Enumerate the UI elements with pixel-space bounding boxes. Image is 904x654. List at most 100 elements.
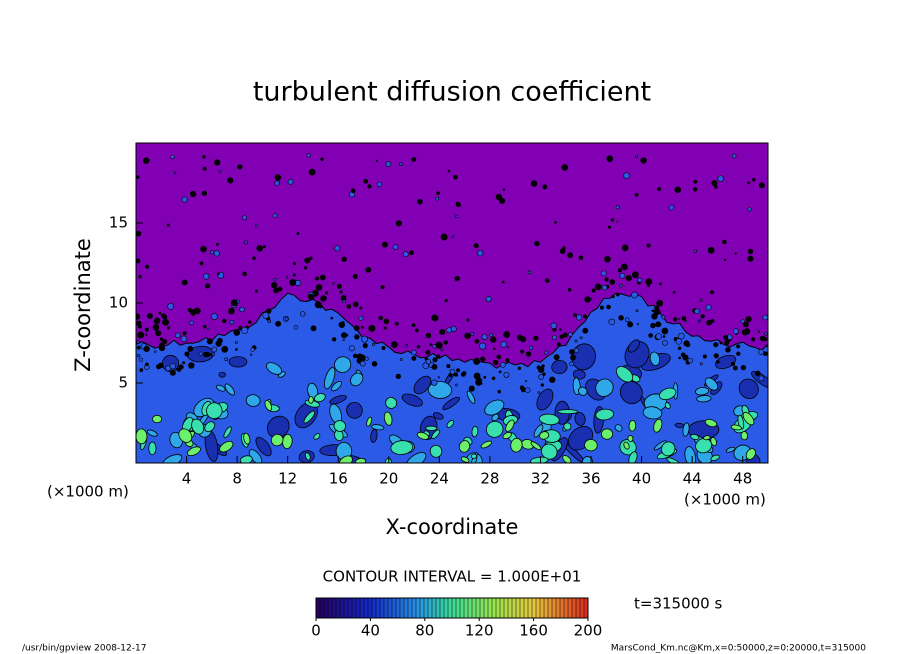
contour-speck: [730, 361, 736, 366]
contour-speck: [551, 335, 557, 340]
contour-speck: [188, 362, 195, 369]
contour-speck: [372, 342, 376, 347]
contour-speck: [624, 317, 630, 323]
contour-speck: [229, 319, 234, 325]
contour-speck: [346, 304, 352, 309]
colorbar-tick-label: 40: [361, 622, 380, 640]
colorbar-cell: [488, 598, 493, 618]
contour-speck: [143, 345, 150, 352]
contour-speck: [184, 351, 190, 357]
field-patch: [346, 401, 363, 419]
field-patch: [178, 428, 193, 443]
contour-speck: [604, 277, 609, 282]
contour-speck: [549, 376, 556, 383]
contour-speck: [189, 309, 196, 316]
contour-speck: [162, 318, 170, 326]
contour-speck: [274, 180, 280, 186]
contour-speck: [159, 337, 164, 342]
contour-speck: [561, 164, 569, 171]
field-patch: [324, 367, 336, 390]
contour-speck: [289, 278, 296, 286]
contour-speck: [235, 348, 238, 351]
field-patch: [308, 396, 314, 404]
contour-speck: [501, 280, 505, 284]
contour-speck: [725, 347, 731, 353]
contour-speck: [678, 356, 681, 360]
field-patch: [442, 396, 460, 410]
contour-speck: [292, 261, 297, 266]
field-patch: [484, 399, 505, 416]
x-unit-label: (×1000 m): [47, 483, 129, 501]
field-patch: [339, 455, 353, 463]
contour-speck: [516, 334, 523, 341]
contour-speck: [474, 339, 480, 344]
field-patch: [313, 393, 326, 403]
contour-speck: [432, 357, 438, 363]
contour-speck: [737, 353, 740, 356]
contour-speck: [146, 312, 153, 319]
contour-speck: [443, 340, 448, 345]
contour-speck: [732, 365, 738, 371]
colorbar-cell: [540, 598, 545, 618]
contour-speck: [763, 351, 768, 357]
contour-speck: [383, 326, 387, 330]
field-patch: [239, 455, 253, 463]
contour-speck: [422, 362, 429, 369]
x-tick-label: 36: [581, 470, 600, 488]
contour-speck: [559, 248, 566, 254]
contour-speck: [315, 284, 323, 291]
colorbar-cell: [512, 598, 517, 618]
contour-speck: [275, 320, 282, 327]
contour-speck: [648, 333, 653, 338]
contour-speck: [680, 352, 686, 358]
colorbar-cell: [324, 598, 329, 618]
contour-speck: [498, 370, 502, 374]
contour-speck: [625, 274, 632, 282]
contour-speck: [411, 355, 417, 361]
colorbar-tick-label: 80: [415, 622, 434, 640]
contour-speck: [473, 357, 481, 365]
contour-speck: [574, 347, 580, 353]
contour-speck: [202, 273, 210, 280]
contour-speck: [637, 277, 643, 283]
contour-speck: [570, 354, 576, 361]
contour-speck: [705, 304, 712, 311]
contour-speck: [361, 335, 368, 343]
field-patch: [704, 377, 719, 391]
contour-speck: [314, 276, 320, 281]
field-patch: [628, 451, 638, 463]
colorbar-cell: [352, 598, 357, 618]
contour-speck: [310, 325, 317, 332]
contour-speck: [306, 153, 311, 158]
contour-speck: [399, 162, 403, 167]
contour-speck: [158, 311, 162, 315]
contour-speck: [677, 332, 685, 340]
contour-speck: [371, 361, 378, 367]
contour-speck: [645, 278, 653, 286]
contour-speck: [375, 159, 378, 162]
colorbar-tick-label: 200: [574, 622, 603, 640]
field-patch: [710, 454, 720, 462]
contour-speck: [755, 370, 761, 377]
contour-speck: [136, 340, 140, 344]
contour-speck: [506, 346, 510, 349]
contour-speck: [370, 327, 374, 331]
contour-speck: [359, 360, 366, 367]
contour-speck: [325, 291, 329, 295]
contour-speck: [528, 345, 534, 350]
contour-speck: [136, 230, 142, 237]
contour-speck: [444, 299, 448, 303]
field-patch: [619, 380, 643, 405]
y-tick-label: 5: [118, 374, 128, 392]
contour-speck: [503, 371, 510, 378]
contour-speck: [681, 316, 687, 321]
field-patch: [623, 441, 630, 450]
contour-speck: [425, 358, 431, 365]
contour-speck: [362, 343, 368, 349]
colorbar-cell: [424, 598, 429, 618]
colorbar-cell: [572, 598, 577, 618]
x-tick-label: 48: [733, 470, 752, 488]
contour-speck: [582, 327, 589, 334]
colorbar-cell: [472, 598, 477, 618]
